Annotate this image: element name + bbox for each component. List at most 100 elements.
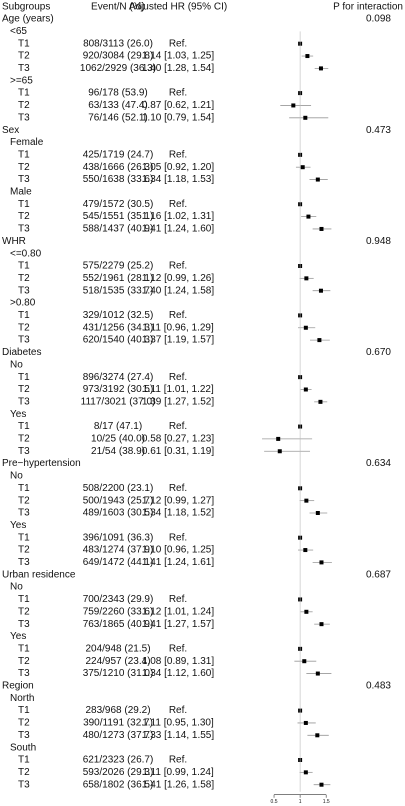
hr-point <box>300 165 305 170</box>
events: 621/2323 (26.7) <box>83 755 154 766</box>
events: 489/1603 (30.5) <box>83 508 154 519</box>
row-label: T3 <box>18 619 30 630</box>
events: 759/2260 (33.6) <box>83 606 154 617</box>
subgroup-label: No <box>10 582 23 593</box>
hr-text: 1.12 [1.01, 1.24] <box>142 606 215 617</box>
hr-text: 1.34 [1.12, 1.60] <box>142 668 215 679</box>
events: 10/25 (40.0) <box>91 434 145 445</box>
events: 808/3113 (26.0) <box>83 38 153 49</box>
subgroup-label: Female <box>10 137 44 148</box>
hr-point <box>303 720 308 725</box>
events: 204/948 (21.5) <box>85 643 150 654</box>
row-label: T3 <box>18 396 30 407</box>
row-label: T2 <box>18 211 30 222</box>
row-label: T3 <box>18 730 30 741</box>
hr-text: 1.10 [0.79, 1.54] <box>142 112 215 123</box>
hr-text: 1.10 [0.96, 1.25] <box>142 545 215 556</box>
hr-text: 1.41 [1.26, 1.58] <box>142 779 215 790</box>
subgroup-label: No <box>10 359 23 370</box>
hr-point <box>303 548 308 553</box>
subgroup-label: <=0.80 <box>10 248 42 259</box>
hr-text: Ref. <box>169 532 187 543</box>
subgroup-label: >0.80 <box>10 298 36 309</box>
events: 21/54 (38.9) <box>91 446 145 457</box>
p-interaction: 0.098 <box>366 14 391 25</box>
subgroup-label: >=65 <box>10 75 33 86</box>
hr-text: Ref. <box>169 199 187 210</box>
p-interaction: 0.670 <box>366 347 391 358</box>
x-tick-label: 0.5 <box>271 799 278 805</box>
events: 508/2200 (23.1) <box>83 483 154 494</box>
hr-text: 1.34 [1.18, 1.52] <box>142 508 215 519</box>
row-label: T3 <box>18 335 30 346</box>
p-interaction: 0.948 <box>366 236 391 247</box>
row-label: T2 <box>18 656 30 667</box>
events: 438/1666 (26.3) <box>83 162 154 173</box>
events: 479/1572 (30.5) <box>83 199 154 210</box>
row-label: T2 <box>18 100 30 111</box>
group-label: Region <box>2 681 34 692</box>
hr-point <box>318 288 323 293</box>
events: 390/1191 (32.7) <box>83 718 153 729</box>
hr-text: 0.61 [0.31, 1.19] <box>142 446 215 457</box>
hr-text: 1.05 [0.92, 1.20] <box>142 162 215 173</box>
row-label: T3 <box>18 285 30 296</box>
events: 973/3192 (30.5) <box>83 384 154 395</box>
hr-text: 1.16 [1.02, 1.31] <box>142 211 215 222</box>
row-label: T3 <box>18 112 30 123</box>
hr-text: 1.40 [1.24, 1.58] <box>142 285 215 296</box>
hr-text: Ref. <box>169 594 187 605</box>
hr-point <box>291 103 296 108</box>
hr-point <box>303 770 308 775</box>
hr-point <box>302 659 307 664</box>
subgroup-label: South <box>10 742 36 753</box>
hr-text: 1.34 [1.18, 1.53] <box>142 174 215 185</box>
row-label: T1 <box>18 372 30 383</box>
row-label: T3 <box>18 779 30 790</box>
events: 920/3084 (29.8) <box>83 51 154 62</box>
hr-text: 1.12 [0.99, 1.26] <box>142 273 215 284</box>
hr-point <box>319 226 324 231</box>
hr-text: Ref. <box>169 38 187 49</box>
hr-point <box>318 66 323 71</box>
row-label: T1 <box>18 149 30 160</box>
hr-point <box>277 449 282 454</box>
subgroup-label: <65 <box>10 26 27 37</box>
group-label: Pre−hypertension <box>2 458 81 469</box>
events: 480/1273 (37.7) <box>83 730 154 741</box>
row-label: T1 <box>18 705 30 716</box>
events: 375/1210 (31.0) <box>83 668 154 679</box>
events: 63/133 (47.4) <box>88 100 148 111</box>
subgroup-label: North <box>10 693 34 704</box>
hr-text: 1.41 [1.24, 1.61] <box>142 557 215 568</box>
group-label: Age (years) <box>2 14 54 25</box>
events: 763/1865 (40.9) <box>83 619 154 630</box>
p-interaction: 0.483 <box>366 681 391 692</box>
hr-text: Ref. <box>169 88 187 99</box>
events: 896/3274 (27.4) <box>83 372 154 383</box>
events: 283/968 (29.2) <box>85 705 150 716</box>
hr-text: 1.11 [1.01, 1.22] <box>142 384 214 395</box>
x-tick-label: 1.5 <box>323 799 330 805</box>
row-label: T3 <box>18 508 30 519</box>
hr-point <box>305 54 310 59</box>
events: 329/1012 (32.5) <box>83 310 154 321</box>
hr-text: 1.41 [1.24, 1.60] <box>142 224 215 235</box>
group-label: Diabetes <box>2 347 41 358</box>
hr-text: 1.08 [0.89, 1.31] <box>142 656 215 667</box>
events: 224/957 (23.4) <box>85 656 150 667</box>
hr-text: 1.41 [1.27, 1.57] <box>142 619 215 630</box>
hr-text: 0.87 [0.62, 1.21] <box>142 100 215 111</box>
hr-text: 0.58 [0.27, 1.23] <box>142 434 215 445</box>
events: 500/1943 (25.7) <box>83 495 154 506</box>
hr-text: 1.11 [0.99, 1.24] <box>142 767 214 778</box>
p-interaction: 0.687 <box>366 569 391 580</box>
hr-point <box>303 115 308 120</box>
hr-point <box>303 387 308 392</box>
hr-text: Ref. <box>169 421 187 432</box>
row-label: T2 <box>18 51 30 62</box>
events: 425/1719 (24.7) <box>83 149 154 160</box>
header: Adjusted HR (95% CI) <box>129 2 227 13</box>
